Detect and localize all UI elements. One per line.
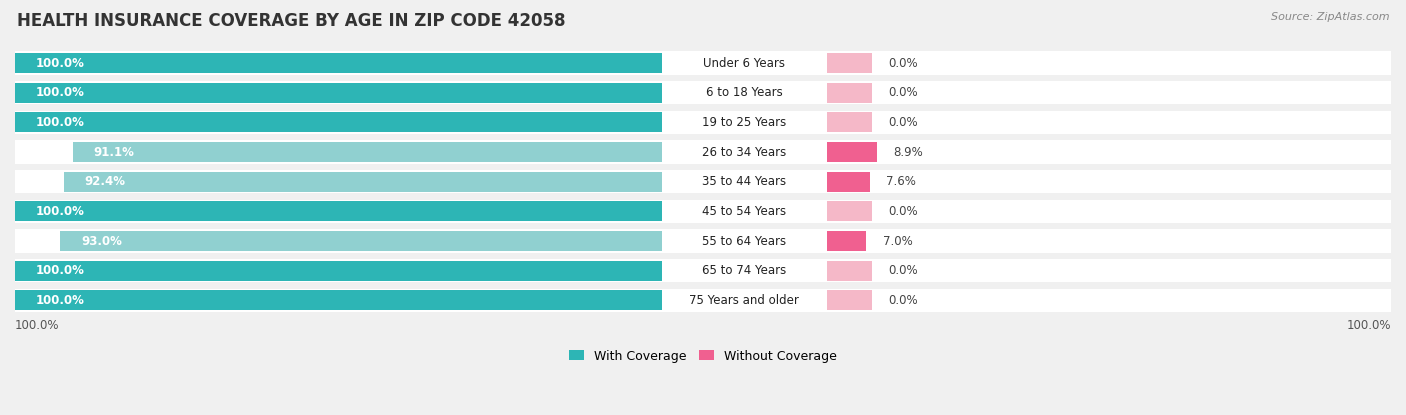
Bar [827,53,872,73]
Text: 65 to 74 Years: 65 to 74 Years [702,264,786,277]
Bar [827,261,872,281]
Bar [15,201,662,222]
Bar [827,83,872,103]
Bar [827,231,866,251]
Text: 19 to 25 Years: 19 to 25 Years [702,116,786,129]
Text: 0.0%: 0.0% [889,56,918,70]
Text: Under 6 Years: Under 6 Years [703,56,786,70]
Bar [15,83,662,103]
Text: 93.0%: 93.0% [82,234,122,247]
Bar [65,172,662,192]
Text: 45 to 54 Years: 45 to 54 Years [702,205,786,218]
Text: 100.0%: 100.0% [35,294,84,307]
Text: 75 Years and older: 75 Years and older [689,294,799,307]
Bar [15,111,1391,134]
Text: 7.6%: 7.6% [886,175,917,188]
Bar [827,201,872,222]
Legend: With Coverage, Without Coverage: With Coverage, Without Coverage [564,345,842,368]
Text: Source: ZipAtlas.com: Source: ZipAtlas.com [1271,12,1389,22]
Text: 91.1%: 91.1% [93,146,134,159]
Bar [15,261,662,281]
Text: HEALTH INSURANCE COVERAGE BY AGE IN ZIP CODE 42058: HEALTH INSURANCE COVERAGE BY AGE IN ZIP … [17,12,565,30]
Text: 0.0%: 0.0% [889,294,918,307]
Text: 8.9%: 8.9% [894,146,924,159]
Bar [15,259,1391,282]
Text: 26 to 34 Years: 26 to 34 Years [702,146,786,159]
Bar [15,112,662,132]
Text: 55 to 64 Years: 55 to 64 Years [702,234,786,247]
Text: 100.0%: 100.0% [35,264,84,277]
Bar [73,142,662,162]
Bar [60,231,662,251]
Text: 0.0%: 0.0% [889,116,918,129]
Text: 100.0%: 100.0% [15,319,59,332]
Bar [827,142,877,162]
Text: 100.0%: 100.0% [35,116,84,129]
Bar [827,172,870,192]
Text: 100.0%: 100.0% [35,56,84,70]
Bar [15,51,1391,75]
Bar [15,289,1391,312]
Text: 6 to 18 Years: 6 to 18 Years [706,86,783,99]
Bar [827,112,872,132]
Text: 100.0%: 100.0% [35,205,84,218]
Bar [15,140,1391,164]
Text: 35 to 44 Years: 35 to 44 Years [702,175,786,188]
Bar [15,229,1391,253]
Bar [15,170,1391,193]
Bar [15,53,662,73]
Text: 100.0%: 100.0% [1347,319,1391,332]
Bar [15,81,1391,104]
Text: 100.0%: 100.0% [35,86,84,99]
Text: 92.4%: 92.4% [84,175,125,188]
Bar [15,200,1391,223]
Text: 0.0%: 0.0% [889,205,918,218]
Text: 0.0%: 0.0% [889,264,918,277]
Bar [15,290,662,310]
Text: 7.0%: 7.0% [883,234,912,247]
Bar [827,290,872,310]
Text: 0.0%: 0.0% [889,86,918,99]
